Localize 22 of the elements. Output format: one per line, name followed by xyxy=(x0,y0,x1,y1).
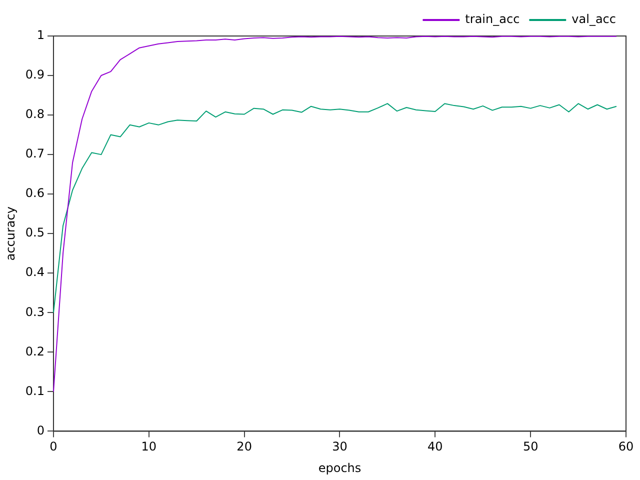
y-tick-label: 0.1 xyxy=(25,384,44,398)
x-tick-label: 0 xyxy=(50,440,58,454)
y-tick-label: 0.2 xyxy=(25,344,44,358)
x-tick-label: 60 xyxy=(618,440,634,454)
x-axis-title: epochs xyxy=(318,460,362,475)
y-tick-label: 0.4 xyxy=(25,265,44,280)
y-tick-label: 0.6 xyxy=(25,186,44,200)
y-tick-label: 0.8 xyxy=(25,107,44,122)
legend-label: train_acc xyxy=(465,12,520,26)
x-tick-label: 10 xyxy=(141,440,157,454)
x-tick-label: 30 xyxy=(332,440,348,454)
y-axis-title: accuracy xyxy=(3,206,18,261)
y-tick-label: 0 xyxy=(36,423,44,438)
x-tick-label: 50 xyxy=(522,440,538,454)
x-tick-label: 20 xyxy=(236,440,252,454)
legend-label: val_acc xyxy=(572,12,616,26)
y-tick-label: 0.9 xyxy=(25,68,44,82)
x-tick-label: 40 xyxy=(428,440,443,454)
y-tick-label: 0.3 xyxy=(25,304,44,319)
y-tick-label: 1 xyxy=(36,28,44,42)
y-tick-label: 0.7 xyxy=(25,146,44,161)
y-tick-label: 0.5 xyxy=(25,226,44,240)
